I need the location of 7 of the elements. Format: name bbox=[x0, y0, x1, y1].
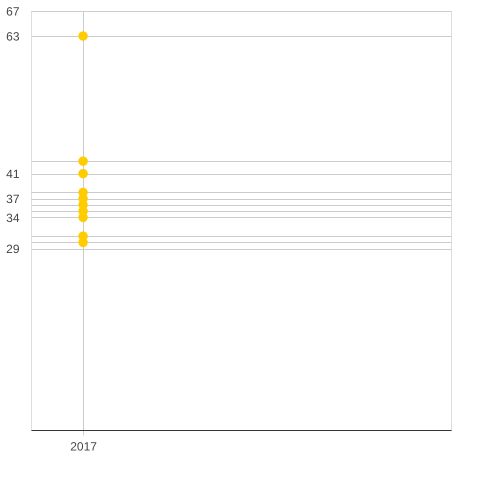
y-tick-label: 34 bbox=[6, 210, 20, 225]
y-tick-label: 67 bbox=[6, 4, 20, 18]
y-tick-label: 29 bbox=[6, 242, 20, 256]
y-tick-label: 63 bbox=[6, 30, 20, 44]
y-tick-label: 41 bbox=[6, 167, 20, 182]
y-tick-label: 37 bbox=[6, 192, 20, 206]
x-tick-label: 2017 bbox=[70, 440, 98, 454]
